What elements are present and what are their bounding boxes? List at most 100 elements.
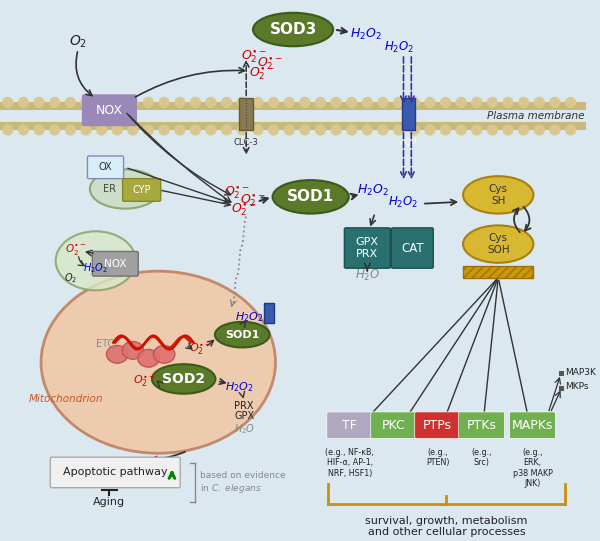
Circle shape	[175, 97, 185, 107]
FancyBboxPatch shape	[458, 412, 505, 439]
Circle shape	[97, 125, 106, 135]
Text: SOD3: SOD3	[269, 22, 317, 37]
Text: Mitochondrion: Mitochondrion	[29, 394, 104, 404]
Text: TF: TF	[343, 419, 357, 432]
Bar	[559, 371, 564, 376]
Text: Cys
SH: Cys SH	[489, 184, 508, 206]
Circle shape	[128, 97, 138, 107]
FancyBboxPatch shape	[391, 228, 433, 268]
Circle shape	[550, 97, 560, 107]
FancyBboxPatch shape	[327, 412, 373, 439]
Text: (e.g.,
Src): (e.g., Src)	[472, 448, 492, 467]
Text: survival, growth, metabolism
and other cellular processes: survival, growth, metabolism and other c…	[365, 516, 527, 537]
Text: GPX
PRX: GPX PRX	[356, 237, 379, 259]
Text: $H_2O_2$: $H_2O_2$	[83, 261, 109, 275]
Circle shape	[81, 125, 91, 135]
Text: SOD1: SOD1	[287, 189, 334, 204]
Text: ETC: ETC	[97, 340, 115, 349]
Circle shape	[488, 97, 497, 107]
Ellipse shape	[106, 346, 128, 363]
Text: CAT: CAT	[401, 241, 424, 254]
Circle shape	[269, 125, 278, 135]
FancyBboxPatch shape	[509, 412, 556, 439]
Text: OX: OX	[98, 162, 112, 173]
Bar	[559, 386, 564, 391]
Circle shape	[440, 125, 451, 135]
Text: $O_2^{\bullet-}$: $O_2^{\bullet-}$	[65, 241, 87, 256]
Text: (e.g.,
PTEN): (e.g., PTEN)	[426, 448, 449, 467]
Circle shape	[472, 97, 482, 107]
Circle shape	[409, 97, 419, 107]
Circle shape	[300, 125, 310, 135]
Circle shape	[503, 97, 513, 107]
Circle shape	[112, 125, 122, 135]
Circle shape	[206, 125, 216, 135]
Circle shape	[566, 125, 575, 135]
FancyBboxPatch shape	[83, 95, 136, 126]
Ellipse shape	[154, 346, 175, 363]
FancyBboxPatch shape	[415, 412, 461, 439]
Text: $H_2O_2$: $H_2O_2$	[235, 310, 263, 324]
Text: NOX: NOX	[96, 104, 123, 117]
Circle shape	[316, 125, 325, 135]
Circle shape	[206, 97, 216, 107]
Circle shape	[3, 97, 13, 107]
Circle shape	[425, 97, 435, 107]
Circle shape	[550, 125, 560, 135]
FancyBboxPatch shape	[92, 252, 138, 276]
Text: SOD1: SOD1	[225, 329, 259, 340]
Text: $O_2^{\bullet-}$: $O_2^{\bullet-}$	[249, 65, 275, 82]
Circle shape	[347, 97, 356, 107]
Circle shape	[519, 125, 529, 135]
Circle shape	[159, 125, 169, 135]
Circle shape	[456, 125, 466, 135]
Circle shape	[253, 125, 263, 135]
Text: $O_2^{\bullet-}$: $O_2^{\bullet-}$	[257, 56, 283, 72]
Bar	[0, 122, 586, 130]
Ellipse shape	[56, 232, 136, 291]
Circle shape	[519, 97, 529, 107]
FancyBboxPatch shape	[344, 228, 390, 268]
Text: $H_2O_2$: $H_2O_2$	[388, 195, 419, 210]
Text: in $\it{C.\ elegans}$: in $\it{C.\ elegans}$	[200, 481, 262, 494]
Ellipse shape	[272, 180, 349, 214]
Text: $O_2^{\bullet-}$: $O_2^{\bullet-}$	[231, 201, 257, 218]
Circle shape	[143, 97, 154, 107]
Text: $H_2O$: $H_2O$	[355, 268, 380, 283]
Circle shape	[238, 125, 247, 135]
Circle shape	[191, 125, 200, 135]
Circle shape	[191, 97, 200, 107]
Text: $O_2$: $O_2$	[64, 272, 77, 286]
Circle shape	[488, 125, 497, 135]
FancyBboxPatch shape	[50, 457, 180, 487]
Text: Plasma membrane: Plasma membrane	[487, 111, 584, 121]
Circle shape	[316, 97, 325, 107]
Bar	[239, 98, 253, 130]
Circle shape	[300, 97, 310, 107]
Text: $O_2^{\bullet-}$: $O_2^{\bullet-}$	[188, 342, 212, 357]
Text: CLC-3: CLC-3	[234, 138, 259, 147]
Circle shape	[34, 97, 44, 107]
Circle shape	[269, 97, 278, 107]
Circle shape	[362, 97, 372, 107]
Circle shape	[394, 125, 403, 135]
Ellipse shape	[90, 169, 160, 209]
Circle shape	[347, 125, 356, 135]
Text: $O_2^{\bullet-}$: $O_2^{\bullet-}$	[133, 373, 157, 388]
Text: $H_2O_2$: $H_2O_2$	[383, 39, 413, 55]
Circle shape	[65, 125, 75, 135]
FancyBboxPatch shape	[122, 179, 161, 201]
Text: MAP3K: MAP3K	[565, 367, 596, 377]
Text: based on evidence: based on evidence	[200, 471, 286, 480]
Text: PTPs: PTPs	[423, 419, 452, 432]
Circle shape	[222, 125, 232, 135]
Circle shape	[3, 125, 13, 135]
Text: SOD2: SOD2	[162, 372, 205, 386]
Circle shape	[65, 97, 75, 107]
Circle shape	[143, 125, 154, 135]
Circle shape	[19, 125, 28, 135]
Circle shape	[472, 125, 482, 135]
Ellipse shape	[138, 349, 159, 367]
Text: AQP: AQP	[400, 138, 417, 147]
Circle shape	[284, 125, 294, 135]
